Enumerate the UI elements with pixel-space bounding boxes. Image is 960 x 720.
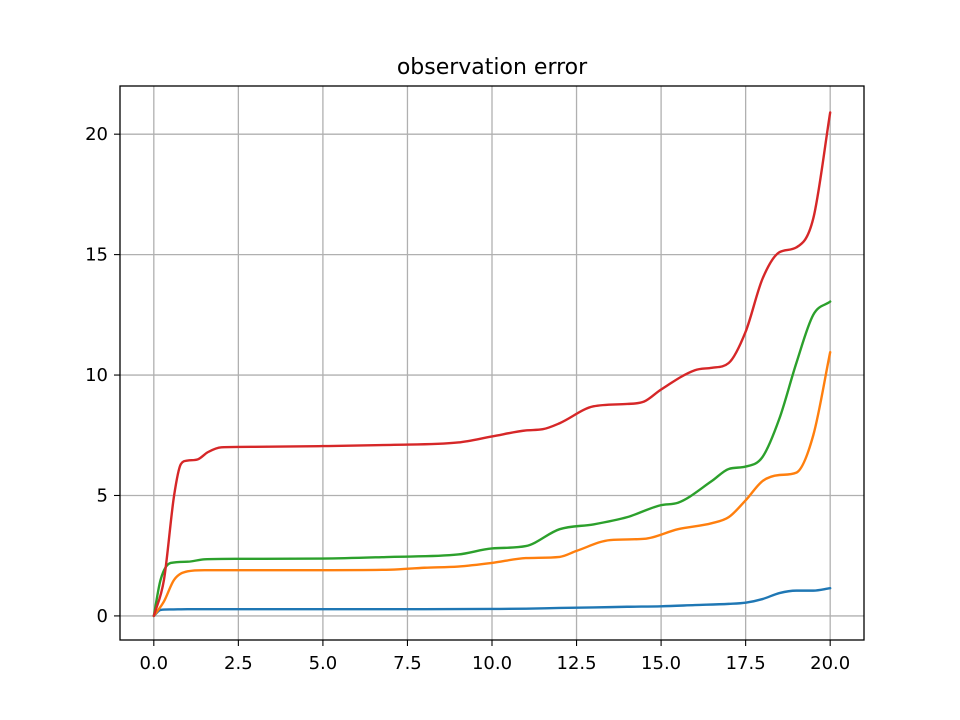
- series-line-3: [152, 300, 832, 618]
- series-line-1: [152, 587, 832, 618]
- x-tick-label: 17.5: [726, 653, 766, 674]
- series-group: [152, 111, 832, 618]
- x-tick-label: 12.5: [557, 653, 597, 674]
- y-tick-label: 15: [85, 245, 108, 266]
- x-tick-label: 10.0: [472, 653, 512, 674]
- grid: [120, 86, 864, 640]
- x-tick-label: 2.5: [224, 653, 253, 674]
- axis-ticks: 0.0 2.5 5.0 7.5 10.0 12.5 15.0 17.5 20.0 0 5 10 15 20: [85, 124, 850, 674]
- y-tick-label: 20: [85, 124, 108, 145]
- x-tick-label: 7.5: [393, 653, 422, 674]
- y-tick-label: 10: [85, 365, 108, 386]
- x-tick-label: 0.0: [139, 653, 168, 674]
- series-line-2: [152, 350, 832, 618]
- x-tick-label: 5.0: [309, 653, 338, 674]
- y-tick-label: 5: [97, 485, 108, 506]
- x-tick-label: 20.0: [810, 653, 850, 674]
- x-tick-label: 15.0: [641, 653, 681, 674]
- chart-title: observation error: [397, 55, 588, 80]
- series-line-4: [152, 111, 832, 618]
- y-tick-label: 0: [97, 606, 108, 627]
